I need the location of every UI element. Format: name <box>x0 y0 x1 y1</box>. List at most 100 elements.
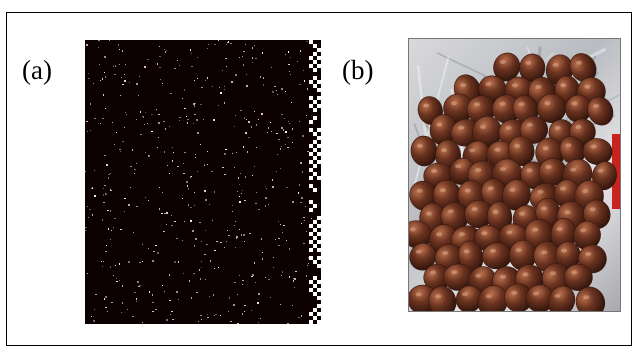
bright-pixel <box>102 219 103 221</box>
bright-pixel <box>301 223 302 224</box>
bright-pixel <box>111 190 112 191</box>
foil-crease <box>410 55 450 196</box>
bright-pixel <box>108 228 109 230</box>
edge-pixel <box>313 292 317 296</box>
bright-pixel <box>98 47 99 48</box>
bright-pixel <box>239 201 241 203</box>
edge-pixel <box>313 60 317 64</box>
hazelnut-highlight <box>440 188 446 193</box>
bright-pixel <box>178 299 179 300</box>
bright-pixel <box>94 170 95 171</box>
bright-pixel <box>265 197 267 199</box>
bright-pixel <box>89 209 91 210</box>
hazelnut <box>477 285 508 311</box>
bright-pixel <box>151 114 153 115</box>
hazelnut-highlight <box>416 188 423 193</box>
bright-pixel <box>87 206 88 207</box>
bright-pixel <box>87 273 88 274</box>
bright-pixel <box>220 315 221 316</box>
bright-pixel <box>149 291 150 293</box>
edge-pixel <box>309 104 313 108</box>
bright-pixel <box>283 129 284 131</box>
bright-pixel <box>301 315 302 317</box>
bright-pixel <box>93 320 95 322</box>
bright-pixel <box>194 205 195 206</box>
bright-pixel <box>267 132 268 133</box>
bright-pixel <box>176 238 178 239</box>
bright-pixel <box>125 112 126 113</box>
bright-pixel <box>214 268 215 269</box>
edge-pixel <box>309 168 313 172</box>
bright-pixel <box>171 225 173 226</box>
edge-pixel <box>313 52 317 56</box>
bright-pixel <box>222 167 224 168</box>
bright-pixel <box>306 275 307 277</box>
bright-pixel <box>222 70 223 71</box>
hazelnut <box>519 53 546 83</box>
bright-pixel <box>258 119 259 120</box>
bright-pixel <box>165 51 166 53</box>
bright-pixel <box>239 184 240 185</box>
bright-pixel <box>292 142 293 143</box>
bright-pixel <box>92 187 93 189</box>
edge-pixel <box>309 96 313 100</box>
bright-pixel <box>88 78 90 79</box>
bright-pixel <box>125 64 126 65</box>
bright-pixel <box>273 257 274 258</box>
edge-pixel <box>313 284 317 288</box>
hazelnut-highlight <box>583 295 590 300</box>
bright-pixel <box>122 84 124 85</box>
hazelnut-highlight <box>525 61 532 65</box>
bright-pixel <box>132 316 134 317</box>
bright-pixel <box>100 123 101 124</box>
edge-pixel <box>313 116 317 120</box>
bright-pixel <box>85 171 86 172</box>
hazelnut-highlight <box>492 209 499 214</box>
bright-pixel <box>169 173 170 174</box>
bright-pixel <box>179 65 180 66</box>
bright-pixel <box>116 132 117 133</box>
bright-pixel <box>190 207 192 208</box>
bright-pixel <box>213 119 215 121</box>
bright-pixel <box>248 121 250 123</box>
bright-pixel <box>200 144 201 145</box>
bright-pixel <box>303 70 304 71</box>
bright-pixel <box>94 118 96 119</box>
bright-pixel <box>171 311 173 312</box>
bright-pixel <box>257 302 259 304</box>
bright-pixel <box>147 59 149 60</box>
bright-pixel <box>95 294 97 295</box>
bright-pixel <box>188 188 189 190</box>
bright-pixel <box>268 279 270 280</box>
bright-pixel <box>172 147 173 148</box>
bright-pixel <box>105 194 107 195</box>
edge-pixel <box>313 164 317 168</box>
bright-pixel <box>94 195 96 197</box>
bright-pixel <box>301 197 303 199</box>
bright-pixel <box>295 271 297 272</box>
hazelnut-highlight <box>585 251 592 256</box>
bright-pixel <box>100 80 101 81</box>
bright-pixel <box>159 67 161 68</box>
bright-pixel <box>110 210 111 212</box>
bright-pixel <box>277 94 278 95</box>
bright-pixel <box>243 146 244 148</box>
bright-pixel <box>194 80 195 81</box>
bright-pixel <box>287 147 289 148</box>
hazelnut-highlight <box>550 271 557 276</box>
bright-pixel <box>251 126 252 128</box>
bright-pixel <box>285 91 286 92</box>
hazelnut-highlight <box>451 270 458 275</box>
bright-pixel <box>169 274 170 276</box>
bright-pixel <box>85 227 87 228</box>
bright-pixel <box>155 309 157 310</box>
hazelnut-highlight <box>485 294 492 299</box>
bright-pixel <box>271 67 272 68</box>
bright-pixel <box>104 298 105 300</box>
bright-pixel <box>212 86 213 87</box>
hazelnut-highlight <box>519 211 525 216</box>
bright-pixel <box>263 77 264 79</box>
bright-pixel <box>162 192 163 193</box>
bright-pixel <box>208 44 209 45</box>
bright-pixel <box>214 315 215 316</box>
